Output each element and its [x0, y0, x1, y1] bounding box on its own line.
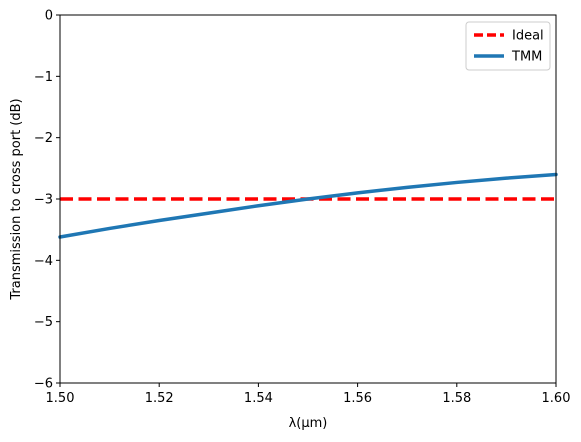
- legend-label-tmm: TMM: [511, 50, 542, 65]
- x-tick-label: 1.60: [542, 391, 571, 406]
- y-tick-label: −2: [34, 131, 53, 146]
- series-line-tmm: [58, 172, 558, 239]
- x-tick-label: 1.56: [343, 391, 372, 406]
- x-axis: 1.50 1.52 1.54 1.56 1.58 1.60: [46, 383, 571, 406]
- x-tick-label: 1.54: [244, 391, 273, 406]
- x-axis-label: λ(μm): [289, 416, 328, 431]
- y-tick-label: −4: [34, 254, 53, 269]
- y-tick-label: −5: [34, 315, 53, 330]
- y-tick-label: −3: [34, 193, 53, 208]
- y-axis-label: Transmission to cross port (dB): [9, 98, 24, 300]
- legend-label-ideal: Ideal: [512, 29, 544, 44]
- y-axis: 0 −1 −2 −3 −4 −5 −6: [34, 9, 60, 392]
- x-tick-label: 1.52: [145, 391, 174, 406]
- x-tick-label: 1.58: [442, 391, 471, 406]
- y-tick-label: −1: [34, 70, 53, 85]
- x-tick-label: 1.50: [46, 391, 75, 406]
- series-layer: [58, 172, 558, 239]
- y-tick-label: 0: [45, 9, 53, 24]
- y-tick-label: −6: [34, 377, 53, 392]
- legend: Ideal TMM: [465, 21, 551, 71]
